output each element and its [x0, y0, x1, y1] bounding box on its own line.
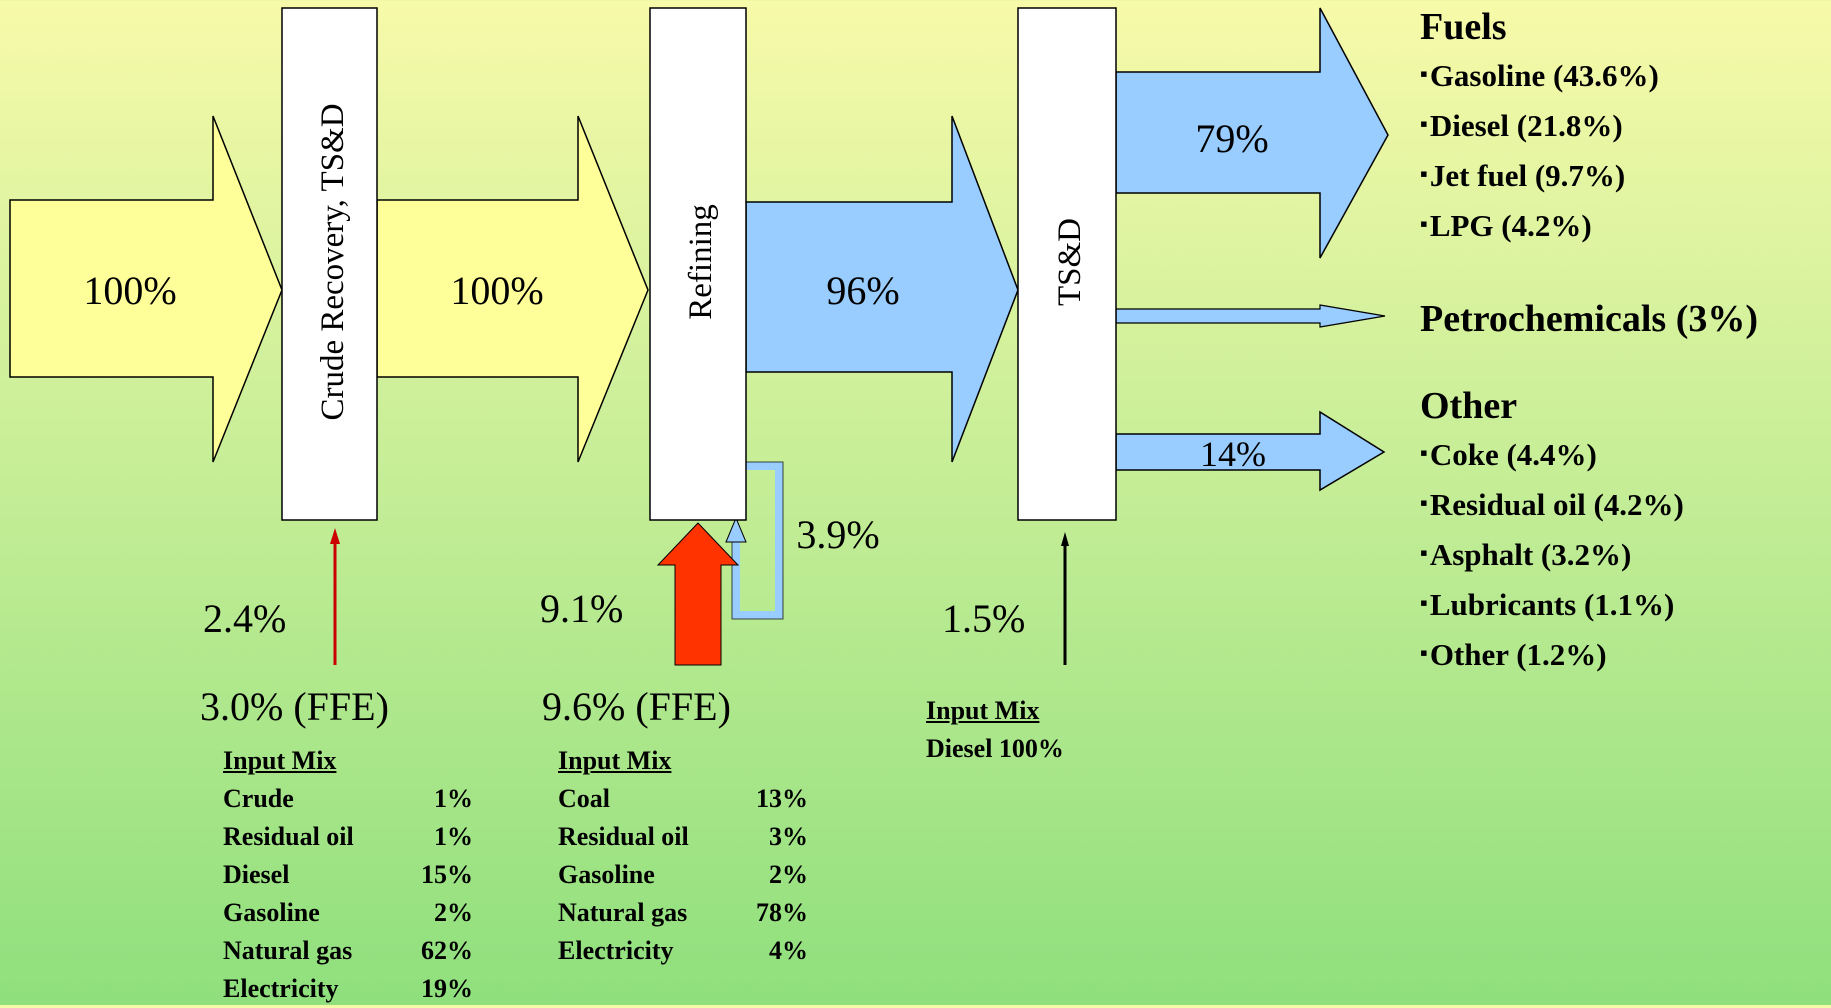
flow-input-label: 100% [83, 268, 176, 313]
mix-fuel: Electricity [558, 936, 674, 965]
mix-fuel: Natural gas [558, 898, 688, 927]
petrochemicals-output: Petrochemicals (3%) [1420, 294, 1758, 344]
table-row: Residual oil 3% [558, 818, 808, 856]
mix-fuel: Residual oil [558, 822, 689, 851]
refining-energy-arrow [656, 522, 740, 666]
tsd-energy-arrowhead [1061, 532, 1069, 546]
list-item: Asphalt (3.2%) [1420, 531, 1684, 581]
other-output: Other Coke (4.4%) Residual oil (4.2%) As… [1420, 381, 1684, 681]
tsd-energy-total: 1.5% [942, 596, 1026, 641]
table-row: Residual oil 1% [223, 818, 473, 856]
table-row: Diesel 15% [223, 856, 473, 894]
tsd-input-mix-row: Diesel 100% [926, 734, 1064, 763]
list-item: Diesel (21.8%) [1420, 102, 1659, 152]
fuels-output: Fuels Gasoline (43.6%) Diesel (21.8%) Je… [1420, 2, 1659, 252]
table-row: Crude 1% [223, 780, 473, 818]
mix-share: 15% [421, 860, 473, 889]
refining-input-mix-table: Coal 13% Residual oil 3% Gasoline 2% Natura… [558, 780, 808, 970]
crude-input-mix-table: Crude 1% Residual oil 1% Diesel 15% Gasolin… [223, 780, 473, 1008]
fuels-title: Fuels [1420, 6, 1507, 48]
recycle-loop-outline [731, 461, 784, 620]
mix-share: 4% [769, 936, 808, 965]
crude-to-refining-arrow [376, 115, 649, 463]
list-item: Other (1.2%) [1420, 631, 1684, 681]
table-row: Gasoline 2% [223, 894, 473, 932]
refining-energy-ffe: 9.6% (FFE) [542, 684, 731, 729]
flow-other-label: 14% [1200, 434, 1266, 474]
mix-share: 2% [769, 860, 808, 889]
table-row: Gasoline 2% [558, 856, 808, 894]
crude-energy-arrowhead [330, 528, 340, 544]
table-row: Electricity 4% [558, 932, 808, 970]
mix-fuel: Diesel [223, 860, 290, 889]
mix-fuel: Coal [558, 784, 610, 813]
mix-share: 1% [434, 822, 473, 851]
mix-share: 62% [421, 936, 473, 965]
mix-share: 13% [756, 784, 808, 813]
mix-share: 2% [434, 898, 473, 927]
list-item: Jet fuel (9.7%) [1420, 152, 1659, 202]
flow-refined-label: 96% [826, 268, 899, 313]
crude-input-mix: Input Mix Crude 1% Residual oil 1% Diesel 1… [223, 742, 473, 1008]
flow-recycle-label: 3.9% [796, 512, 879, 557]
mix-fuel: Gasoline [558, 860, 655, 889]
flow-crude-refining-label: 100% [450, 268, 543, 313]
tsd-input-mix: Input Mix Diesel 100% [926, 692, 1064, 768]
mix-fuel: Crude [223, 784, 294, 813]
refining-label: Refining [683, 204, 719, 319]
petrochemicals-arrow [1115, 304, 1386, 328]
recycle-loop [732, 462, 783, 619]
refining-energy-total: 9.1% [540, 586, 624, 631]
fuels-arrow [1115, 7, 1389, 259]
mix-share: 19% [421, 974, 473, 1003]
mix-share: 78% [756, 898, 808, 927]
tsd-box [1017, 7, 1117, 521]
list-item: Lubricants (1.1%) [1420, 581, 1684, 631]
tsd-label: TS&D [1052, 218, 1088, 306]
mix-share: 1% [434, 784, 473, 813]
table-row: Natural gas 78% [558, 894, 808, 932]
crude-input-arrow [9, 115, 283, 463]
list-item: Gasoline (43.6%) [1420, 52, 1659, 102]
flow-fuels-label: 79% [1195, 116, 1268, 161]
crude-energy-total: 2.4% [203, 596, 287, 641]
table-row: Coal 13% [558, 780, 808, 818]
refining-input-mix-title: Input Mix [558, 746, 672, 775]
crude-energy-ffe: 3.0% (FFE) [200, 684, 389, 729]
list-item: Residual oil (4.2%) [1420, 481, 1684, 531]
mix-fuel: Natural gas [223, 936, 353, 965]
list-item: LPG (4.2%) [1420, 202, 1659, 252]
refining-input-mix: Input Mix Coal 13% Residual oil 3% Gasolin… [558, 742, 808, 970]
mix-fuel: Electricity [223, 974, 339, 1003]
other-title: Other [1420, 385, 1518, 427]
mix-share: 3% [769, 822, 808, 851]
table-row: Natural gas 62% [223, 932, 473, 970]
crude-recovery-label: Crude Recovery, TS&D [315, 103, 351, 420]
refined-products-arrow [745, 115, 1019, 463]
crude-input-mix-title: Input Mix [223, 746, 337, 775]
petrochemicals-title: Petrochemicals (3%) [1420, 298, 1759, 340]
recycle-arrowhead [725, 516, 747, 543]
table-row: Electricity 19% [223, 970, 473, 1008]
tsd-input-mix-title: Input Mix [926, 696, 1040, 725]
other-arrow [1115, 410, 1386, 492]
refining-box [649, 7, 747, 521]
mix-fuel: Residual oil [223, 822, 354, 851]
mix-fuel: Gasoline [223, 898, 320, 927]
list-item: Coke (4.4%) [1420, 431, 1684, 481]
crude-recovery-box [281, 7, 378, 521]
